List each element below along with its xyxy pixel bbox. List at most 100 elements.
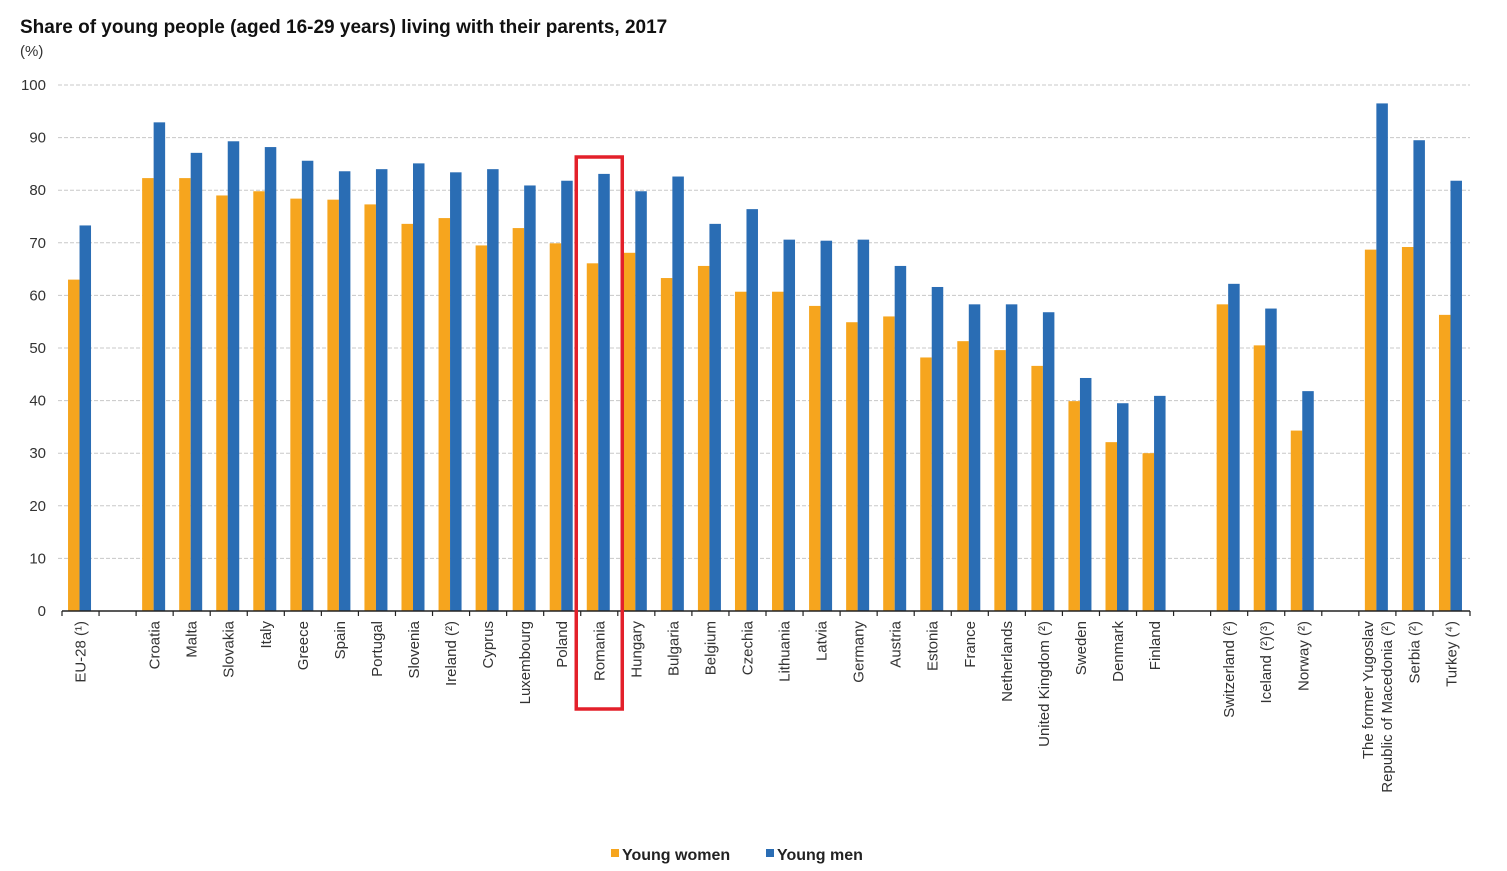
x-tick-label: Germany — [851, 621, 868, 683]
x-tick-label: Lithuania — [777, 620, 794, 682]
x-tick-label-line: Romania — [591, 620, 608, 681]
bar-young-men — [1079, 377, 1092, 611]
bar-young-men — [598, 173, 610, 612]
x-tick-label: Italy — [258, 621, 275, 649]
bar-young-women — [475, 245, 488, 611]
x-tick-label: Slovakia — [221, 620, 238, 677]
y-tick-label: 80 — [29, 182, 46, 199]
bar-young-men — [227, 141, 240, 612]
x-tick-label: Estonia — [925, 620, 942, 671]
x-tick-label-line: Czechia — [739, 620, 756, 675]
bar-young-women — [1031, 365, 1043, 611]
bar-young-women — [1364, 249, 1377, 611]
bar-young-women — [920, 357, 932, 611]
bar-young-women — [623, 252, 636, 611]
bar-young-men — [1302, 391, 1314, 611]
x-tick-label-line: Ireland (²) — [443, 621, 460, 686]
x-tick-label: Slovenia — [406, 620, 423, 678]
bar-young-men — [338, 171, 351, 611]
x-tick-label: Iceland (²)(³) — [1258, 621, 1275, 704]
bar-young-women — [734, 291, 747, 611]
legend-swatch-young-women — [611, 849, 619, 857]
x-tick-label: Netherlands — [999, 621, 1016, 702]
y-tick-label: 0 — [38, 603, 46, 620]
bar-young-men — [1042, 312, 1055, 611]
bar-young-men — [450, 172, 462, 612]
bar-young-women — [1401, 247, 1414, 611]
x-tick-label-line: Slovakia — [221, 620, 238, 677]
y-tick-label: 100 — [21, 77, 46, 94]
x-tick-label-line: Iceland (²)(³) — [1258, 621, 1275, 704]
x-tick-label-line: France — [962, 621, 979, 668]
x-tick-label-line: Republic of Macedonia (²) — [1379, 621, 1396, 793]
x-tick-label: Finland — [1147, 621, 1164, 670]
x-tick-label-line: Austria — [888, 620, 905, 667]
x-tick-label: France — [962, 621, 979, 668]
x-axis — [61, 610, 1471, 616]
x-tick-label: Croatia — [147, 620, 164, 669]
x-tick-label-line: Norway (²) — [1295, 621, 1312, 691]
x-tick-label-line: Cyprus — [480, 621, 497, 669]
bar-young-women — [697, 265, 710, 611]
x-tick-label-line: Serbia (²) — [1406, 621, 1423, 684]
bar-young-men — [153, 122, 166, 611]
bar-young-women — [1216, 304, 1229, 611]
bar-young-women — [772, 291, 784, 611]
bar-young-men — [709, 223, 721, 611]
bar-young-women — [364, 204, 376, 612]
bar-young-women — [1438, 314, 1451, 611]
bar-young-women — [1290, 430, 1303, 611]
bar-young-men — [1154, 395, 1166, 611]
x-tick-label: EU-28 (¹) — [73, 621, 90, 683]
x-tick-label-line: Latvia — [814, 620, 831, 661]
y-tick-label: 30 — [29, 445, 46, 462]
bars — [68, 103, 1462, 612]
bar-young-women — [68, 279, 80, 611]
x-tick-label-line: Croatia — [147, 620, 164, 669]
bar-young-women — [290, 198, 302, 611]
legend-label-young-men: Young men — [777, 847, 863, 864]
x-tick-label: Spain — [332, 621, 349, 659]
y-tick-label: 50 — [29, 340, 46, 357]
y-axis-ticks: 0 10 20 30 40 50 60 70 80 90 100 — [21, 77, 46, 620]
x-tick-label-line: Estonia — [925, 620, 942, 671]
bar-young-men — [820, 240, 833, 612]
x-tick-label: Cyprus — [480, 621, 497, 669]
bar-young-women — [586, 263, 599, 611]
x-tick-label: Czechia — [739, 620, 756, 675]
x-tick-label-line: EU-28 (¹) — [73, 621, 90, 683]
y-tick-label: 70 — [29, 235, 46, 252]
bar-young-men — [561, 180, 573, 611]
bar-young-men — [375, 169, 388, 611]
bar-young-men — [79, 225, 92, 611]
x-tick-label-line: Spain — [332, 621, 349, 659]
bar-young-women — [549, 243, 562, 612]
bar-young-women — [327, 199, 339, 611]
bar-young-women — [1253, 345, 1266, 611]
x-tick-label-line: Switzerland (²) — [1221, 621, 1238, 718]
x-tick-label: Romania — [591, 620, 608, 681]
chart-title: Share of young people (aged 16-29 years)… — [20, 17, 667, 38]
legend-swatch-young-men — [766, 849, 774, 857]
bar-young-men — [524, 185, 536, 611]
bar-young-men — [264, 147, 277, 611]
x-tick-label: United Kingdom (²) — [1036, 621, 1053, 747]
bar-young-men — [635, 191, 647, 611]
y-tick-label: 20 — [29, 498, 46, 515]
x-tick-label-line: Portugal — [369, 621, 386, 677]
bar-young-men — [931, 286, 944, 611]
x-tick-label-line: Finland — [1147, 621, 1164, 670]
bar-young-women — [846, 322, 858, 611]
x-tick-label: The former Yugoslav Republic of Macedonia… — [1360, 621, 1396, 793]
bar-young-men — [1117, 403, 1129, 611]
bar-young-men — [1376, 103, 1388, 611]
x-tick-label: Hungary — [628, 621, 645, 678]
x-tick-label-line: The former Yugoslav — [1360, 621, 1377, 760]
bar-young-women — [809, 305, 821, 611]
x-tick-label-line: Netherlands — [999, 621, 1016, 702]
y-tick-label: 40 — [29, 393, 46, 410]
bar-young-women — [253, 191, 265, 611]
x-tick-label-line: Lithuania — [777, 620, 794, 682]
x-tick-label: Turkey (⁴) — [1443, 621, 1460, 687]
